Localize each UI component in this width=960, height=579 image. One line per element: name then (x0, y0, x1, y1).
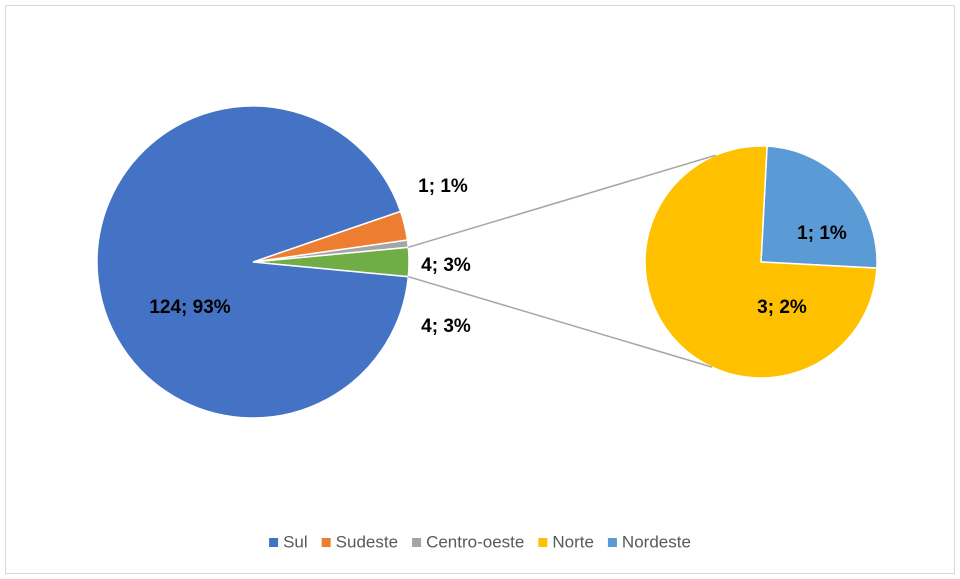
legend-swatch (321, 538, 331, 547)
legend-label: Nordeste (622, 532, 691, 551)
connector-line (408, 275, 713, 368)
legend-label: Centro-oeste (426, 532, 524, 551)
pie-slice (96, 105, 410, 419)
connector-line (408, 154, 716, 249)
data-label: 1; 1% (418, 176, 468, 197)
data-label: 1; 1% (797, 223, 847, 244)
legend-swatch (412, 538, 422, 547)
pie-slice (644, 145, 878, 379)
pie-slice (760, 145, 878, 269)
legend-label: Norte (552, 532, 594, 551)
data-label: 124; 93% (149, 297, 230, 318)
legend-label: Sudeste (336, 532, 398, 551)
legend-swatch (538, 538, 548, 547)
legend-swatch (269, 538, 279, 547)
data-label: 3; 2% (757, 297, 807, 318)
data-label: 4; 3% (421, 255, 471, 276)
data-label: 4; 3% (421, 316, 471, 337)
legend-label: Sul (283, 532, 308, 551)
legend-swatch (607, 538, 617, 547)
